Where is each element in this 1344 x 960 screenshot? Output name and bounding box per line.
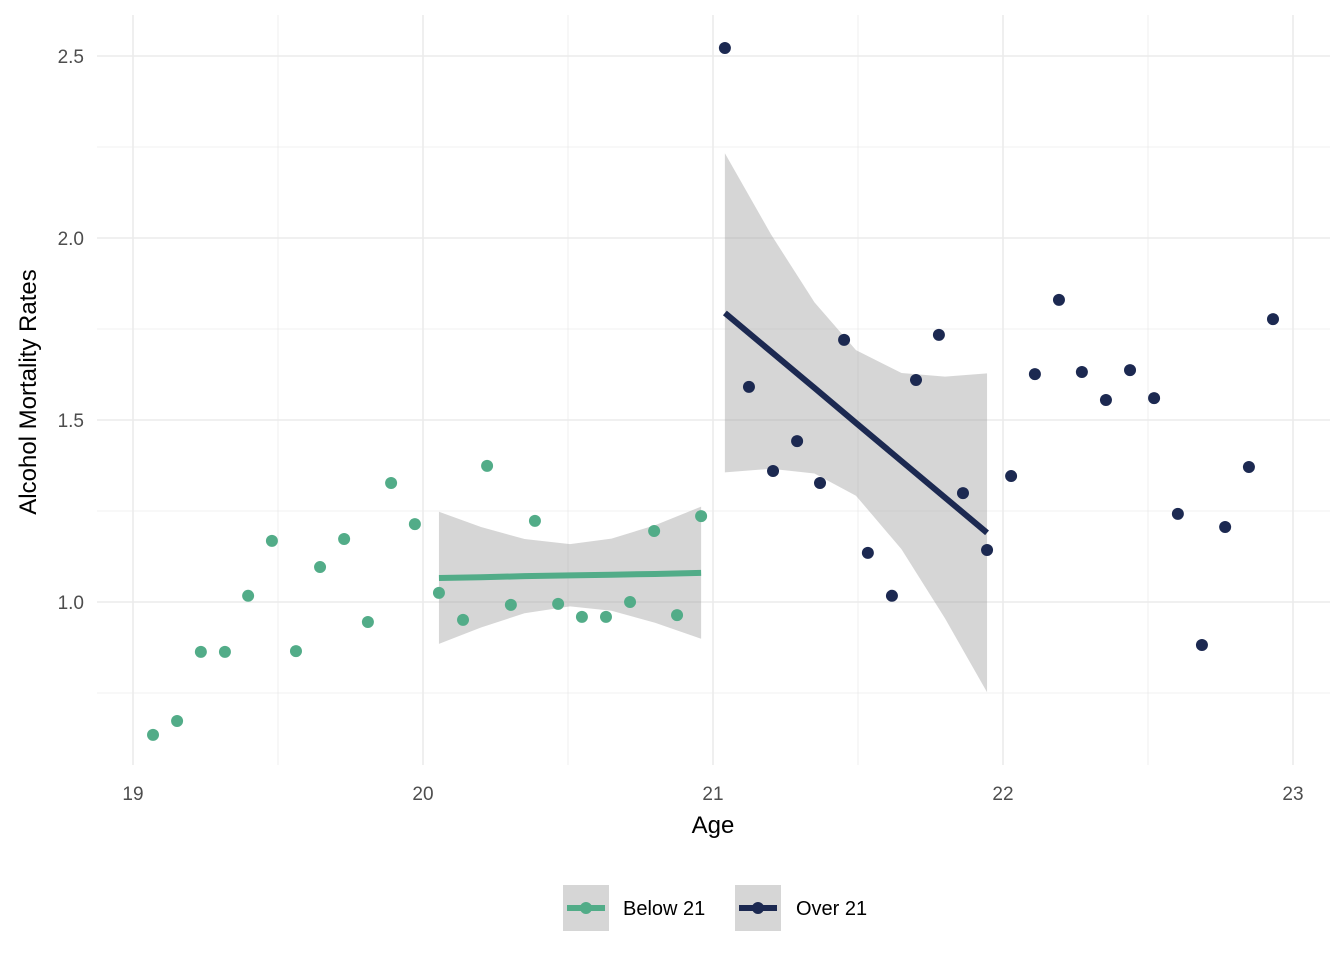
data-point — [361, 616, 374, 629]
data-point — [1075, 365, 1088, 378]
legend-label: Over 21 — [796, 898, 867, 920]
data-point — [932, 328, 945, 341]
data-point — [528, 514, 541, 527]
legend-label: Below 21 — [623, 898, 705, 920]
data-point — [1266, 313, 1279, 326]
data-point — [147, 728, 160, 741]
x-tick-label: 21 — [702, 784, 723, 805]
data-point — [885, 589, 898, 602]
data-point — [552, 597, 565, 610]
x-tick-label: 23 — [1282, 784, 1303, 805]
data-point — [171, 715, 184, 728]
data-point — [718, 41, 731, 54]
data-point — [1124, 364, 1137, 377]
y-tick-label: 1.5 — [58, 411, 84, 432]
data-point — [599, 610, 612, 623]
fit-lines — [438, 310, 989, 581]
tick-labels: 19 20 21 22 23 1.0 1.5 2.0 2.5 — [58, 47, 1304, 805]
data-point — [1099, 393, 1112, 406]
data-points — [147, 41, 1279, 741]
legend-point — [580, 902, 592, 914]
data-point — [385, 476, 398, 489]
data-point — [265, 534, 278, 547]
data-point — [981, 543, 994, 556]
data-point — [194, 645, 207, 658]
x-tick-label: 19 — [122, 784, 143, 805]
data-point — [1195, 638, 1208, 651]
x-tick-label: 22 — [992, 784, 1013, 805]
legend: Below 21 Over 21 — [563, 885, 867, 931]
data-point — [218, 645, 231, 658]
y-axis-title: Alcohol Mortality Rates — [15, 269, 42, 514]
x-axis-title: Age — [692, 812, 735, 839]
data-point — [814, 476, 827, 489]
data-point — [648, 525, 661, 538]
legend-point — [752, 902, 764, 914]
data-point — [1242, 460, 1255, 473]
y-tick-label: 2.0 — [58, 229, 84, 250]
data-point — [1005, 470, 1018, 483]
data-point — [1028, 368, 1041, 381]
data-point — [1219, 521, 1232, 534]
fit-line — [722, 310, 989, 536]
data-point — [242, 589, 255, 602]
data-point — [575, 610, 588, 623]
data-point — [910, 373, 922, 386]
grid — [97, 15, 1330, 765]
data-point — [624, 596, 637, 608]
data-point — [695, 510, 708, 523]
data-point — [1052, 293, 1065, 306]
data-point — [504, 598, 517, 611]
data-point — [838, 333, 851, 346]
data-point — [671, 609, 684, 622]
data-point — [338, 533, 351, 546]
data-point — [289, 645, 302, 658]
data-point — [1148, 392, 1161, 405]
data-point — [481, 459, 494, 472]
data-point — [791, 435, 804, 448]
data-point — [408, 518, 421, 531]
data-point — [432, 586, 445, 599]
fit-line — [438, 569, 702, 581]
data-point — [767, 464, 780, 477]
y-tick-label: 1.0 — [58, 593, 84, 614]
data-point — [1171, 507, 1184, 520]
x-tick-label: 20 — [412, 784, 433, 805]
data-point — [956, 487, 969, 500]
data-point — [861, 546, 874, 559]
data-point — [742, 380, 755, 393]
data-point — [457, 613, 470, 626]
y-tick-label: 2.5 — [58, 47, 84, 68]
data-point — [314, 561, 327, 574]
